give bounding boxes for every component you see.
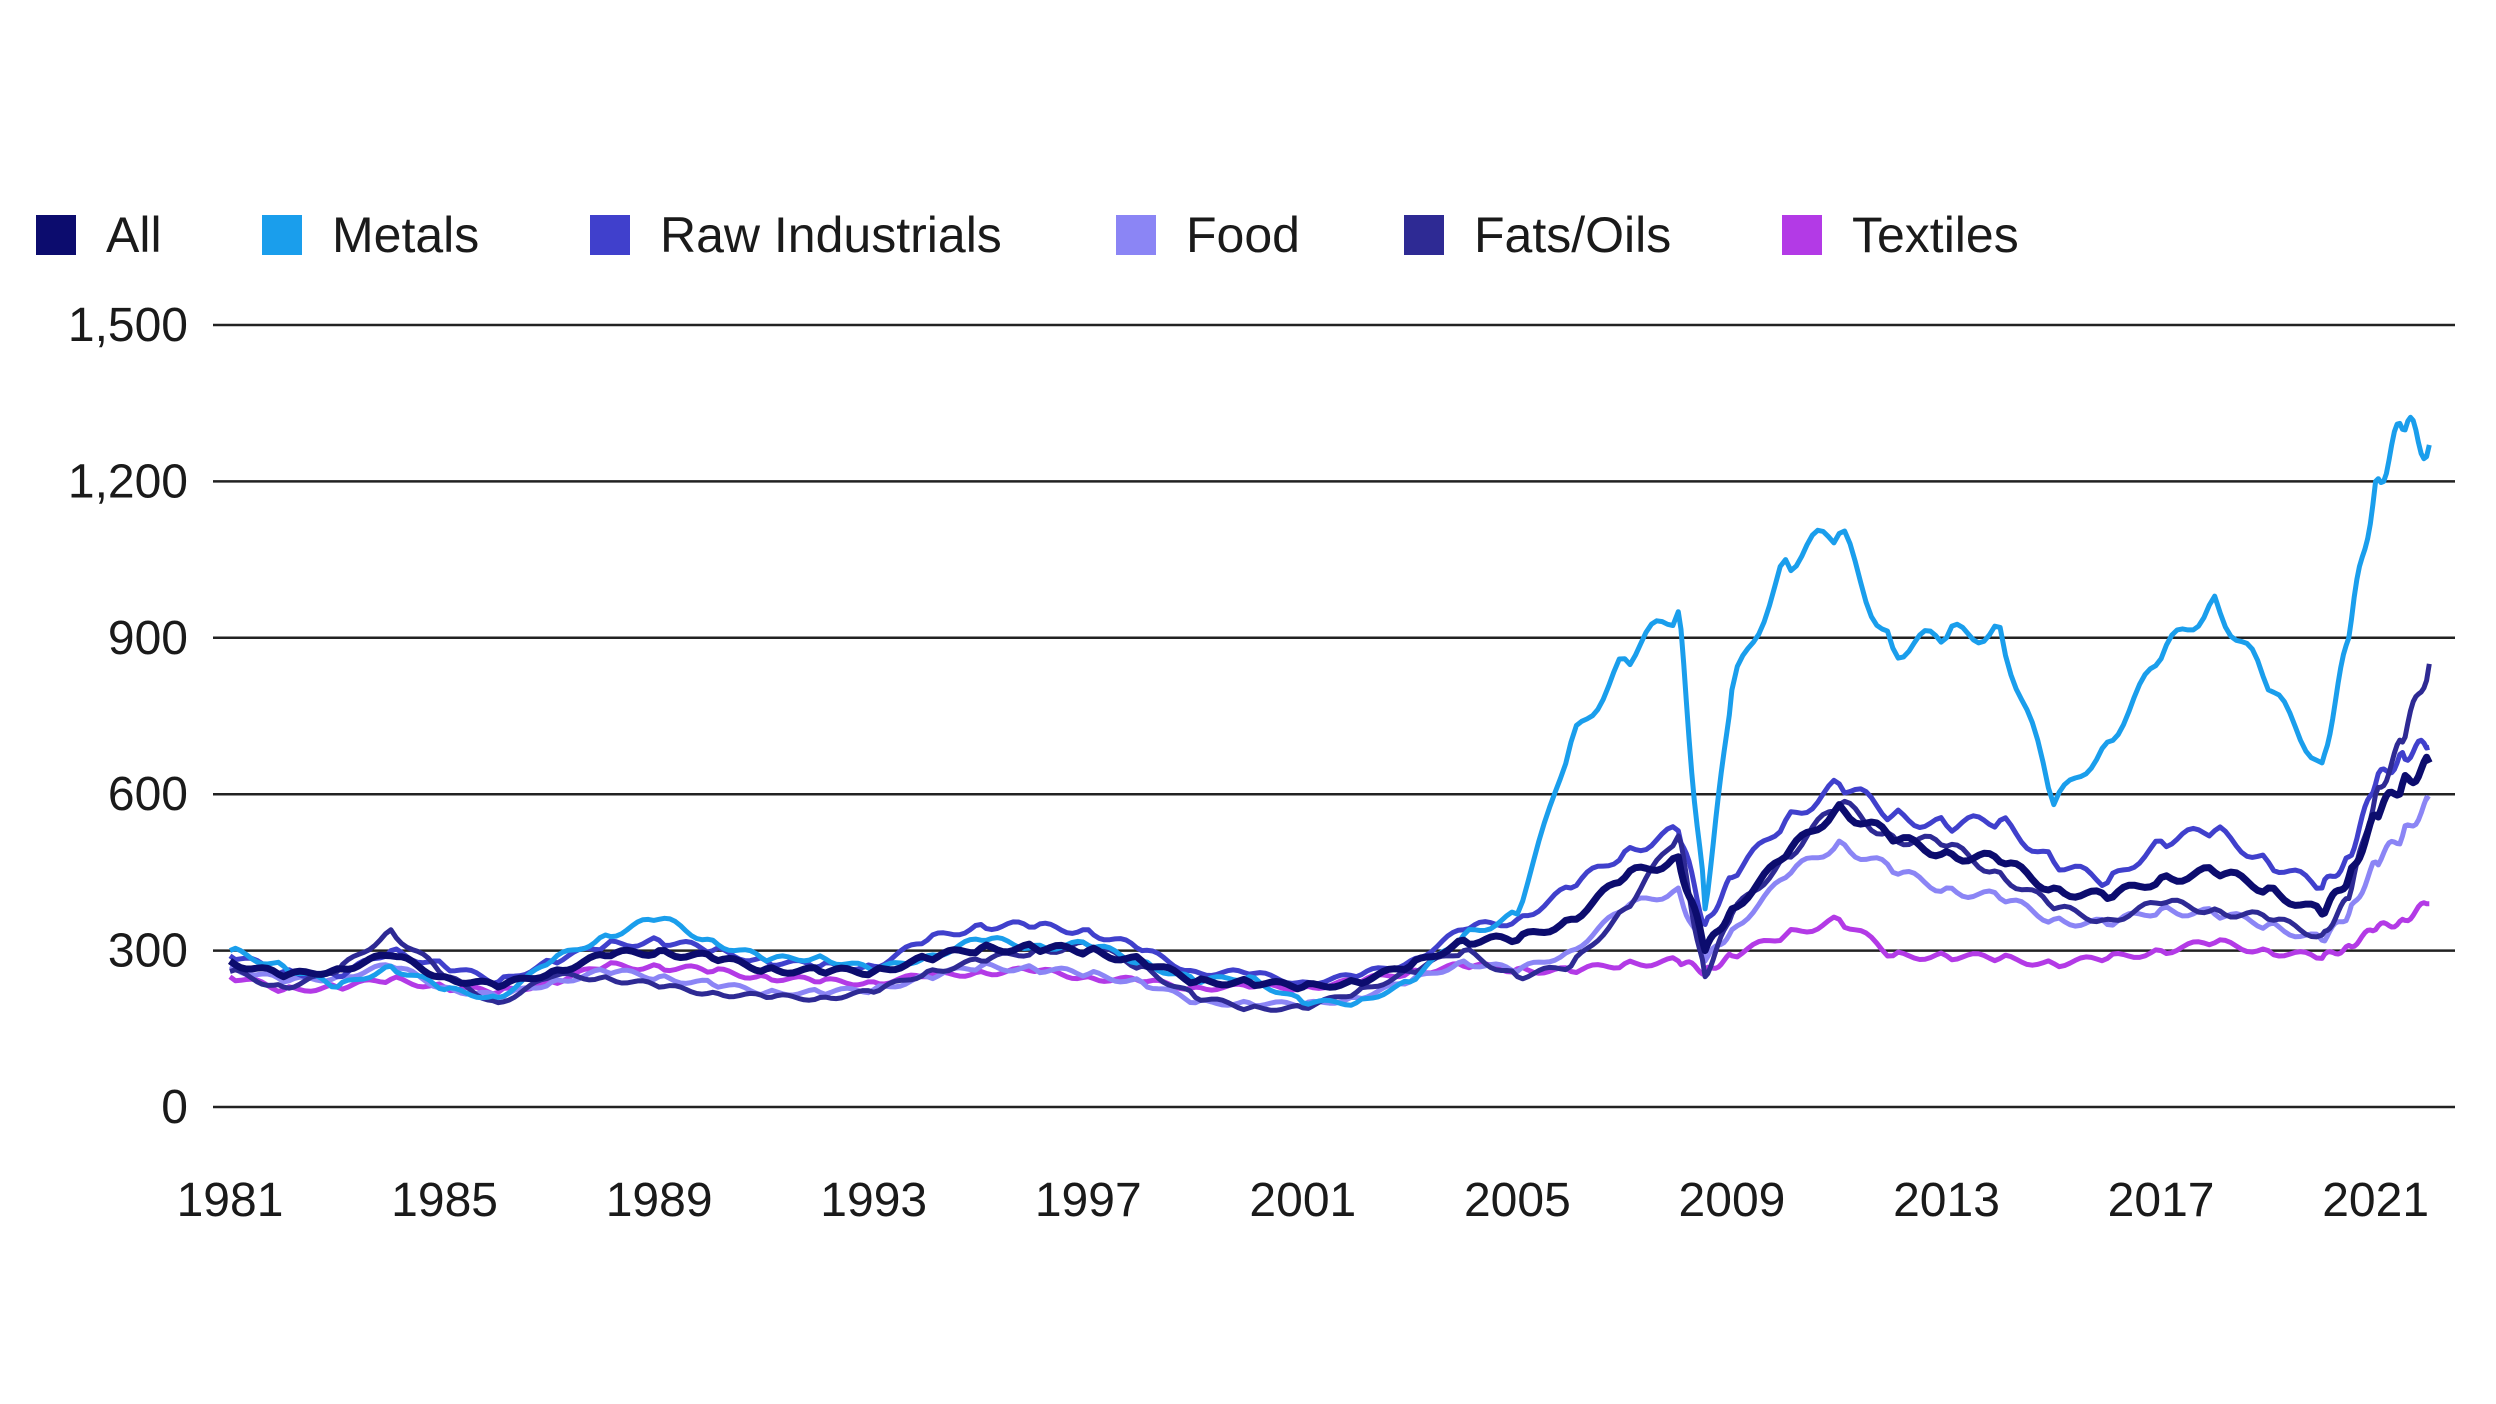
x-tick-label: 1989: [606, 1174, 713, 1227]
x-tick-label: 2009: [1679, 1174, 1786, 1227]
x-tick-label: 2021: [2322, 1174, 2429, 1227]
legend-item-textiles[interactable]: Textiles: [1782, 200, 2019, 270]
y-tick-label: 300: [108, 925, 188, 978]
series-lines: [227, 414, 2433, 1013]
x-tick-label: 1993: [820, 1174, 927, 1227]
y-tick-label: 1,200: [68, 455, 188, 508]
legend-swatch-raw-industrials: [590, 215, 630, 255]
legend-swatch-textiles: [1782, 215, 1822, 255]
legend-item-fats-oils[interactable]: Fats/Oils: [1404, 200, 1671, 270]
legend-label-all: All: [106, 207, 162, 263]
y-tick-label: 0: [161, 1081, 188, 1134]
series-line-all: [227, 753, 2433, 993]
x-tick-label: 1997: [1035, 1174, 1142, 1227]
legend-label-fats-oils: Fats/Oils: [1474, 207, 1672, 263]
x-tick-label: 1981: [177, 1174, 284, 1227]
legend-label-textiles: Textiles: [1852, 207, 2019, 263]
x-tick-label: 2001: [1249, 1174, 1356, 1227]
legend-item-food[interactable]: Food: [1116, 200, 1300, 270]
legend-swatch-metals: [262, 215, 302, 255]
series-line-metals: [229, 414, 2432, 1008]
y-axis-ticks: 0 300 600 900 1,200 1,500: [68, 299, 188, 1134]
y-tick-label: 900: [108, 612, 188, 665]
series-line-raw-industrials: [228, 737, 2430, 986]
legend-swatch-all: [36, 215, 76, 255]
legend-label-raw-industrials: Raw Industrials: [660, 207, 1002, 263]
x-axis-ticks: 1981 1985 1989 1993 1997 2001 2005 2009 2013 2017…: [177, 1174, 2429, 1227]
legend-label-metals: Metals: [332, 207, 480, 263]
x-tick-label: 2005: [1464, 1174, 1571, 1227]
y-tick-label: 1,500: [68, 299, 188, 352]
series-line-fats-oils: [229, 663, 2432, 1013]
x-tick-label: 2017: [2108, 1174, 2215, 1227]
legend-item-raw-industrials[interactable]: Raw Industrials: [590, 200, 1002, 270]
legend-label-food: Food: [1186, 207, 1300, 263]
legend-item-metals[interactable]: Metals: [262, 200, 479, 270]
x-tick-label: 1985: [391, 1174, 498, 1227]
legend-item-all[interactable]: All: [36, 200, 162, 270]
legend-swatch-fats-oils: [1404, 215, 1444, 255]
y-tick-label: 600: [108, 768, 188, 821]
x-tick-label: 2013: [1893, 1174, 2000, 1227]
legend-swatch-food: [1116, 215, 1156, 255]
